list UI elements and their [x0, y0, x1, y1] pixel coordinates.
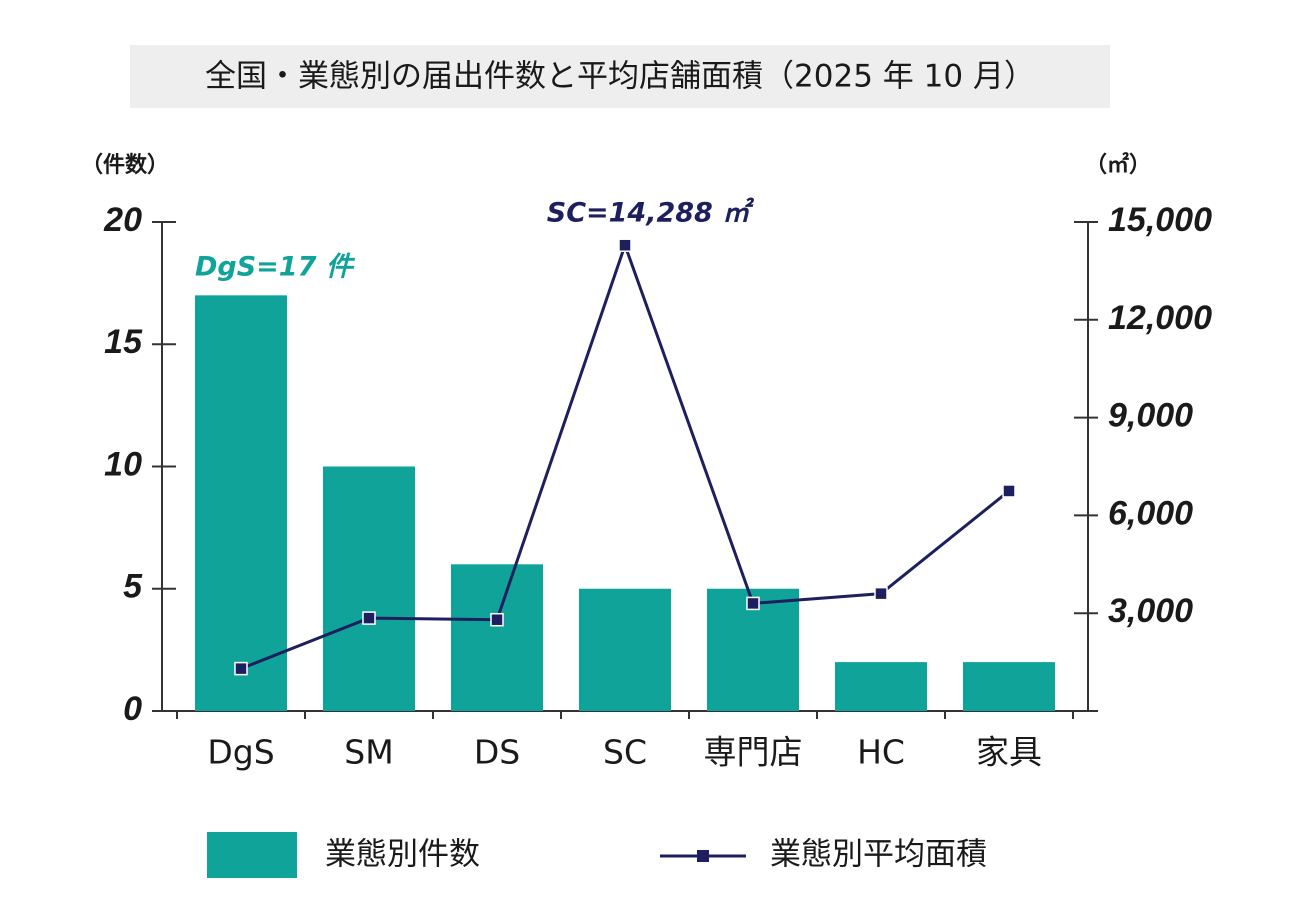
bar	[579, 588, 671, 711]
y2-tick-label: 15,000	[1108, 201, 1212, 239]
y-tick-label: 5	[123, 568, 143, 606]
y-axis-label: （件数）	[81, 152, 169, 178]
y2-tick-label: 6,000	[1108, 494, 1193, 532]
y-tick-label: 15	[104, 323, 143, 361]
x-tick-label: SC	[603, 733, 647, 772]
legend-label: 業態別件数	[325, 837, 480, 873]
y2-tick-label: 9,000	[1108, 397, 1193, 435]
marker	[618, 238, 632, 252]
marker	[362, 611, 376, 625]
annotation: SC=14,288 ㎡	[547, 197, 754, 229]
y2-axis-label: （㎡）	[1085, 152, 1151, 178]
y2-tick-label: 12,000	[1108, 299, 1212, 337]
bar	[451, 564, 543, 711]
y-tick-label: 0	[123, 690, 142, 728]
x-tick-label: SM	[344, 733, 393, 772]
marker	[874, 586, 888, 601]
marker	[746, 596, 760, 611]
marker	[1002, 484, 1016, 498]
annotation: DgS=17 件	[195, 252, 356, 283]
bar	[323, 466, 415, 711]
marker	[234, 661, 248, 676]
x-tick-label: DgS	[207, 733, 274, 772]
x-tick-label: 専門店	[704, 733, 803, 772]
chart-title: 全国・業態別の届出件数と平均店舗面積（2025 年 10 月）	[205, 59, 1035, 95]
y-tick-label: 20	[103, 201, 142, 239]
y-tick-label: 10	[104, 445, 142, 483]
title-box	[130, 45, 1110, 108]
legend-marker	[697, 850, 709, 862]
x-tick-label: 家具	[976, 733, 1042, 772]
bar	[835, 662, 927, 711]
bar	[963, 662, 1055, 711]
marker	[490, 612, 504, 627]
y2-tick-label: 3,000	[1108, 592, 1193, 630]
legend-swatch	[207, 832, 297, 878]
x-tick-label: HC	[857, 733, 905, 772]
x-tick-label: DS	[474, 733, 520, 772]
legend-label: 業態別平均面積	[770, 837, 987, 873]
bar	[195, 295, 287, 711]
